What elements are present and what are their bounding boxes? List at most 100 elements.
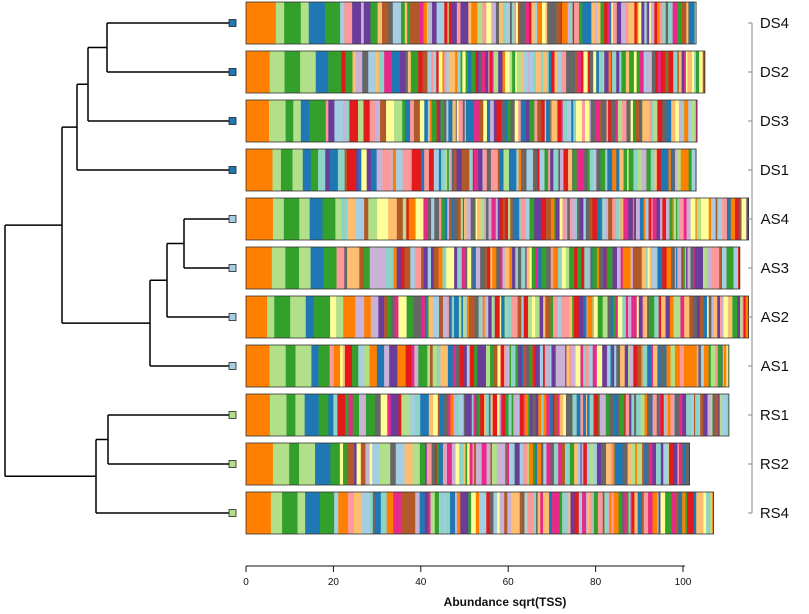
bar-segment — [631, 296, 634, 338]
bar-segment — [645, 198, 649, 240]
bar-segment — [673, 394, 675, 436]
bar-segment — [583, 345, 586, 387]
bar-segment — [686, 2, 689, 44]
bar-segment — [647, 2, 650, 44]
bar-segment — [501, 100, 505, 142]
bar-segment — [660, 51, 664, 93]
bar-segment — [359, 247, 365, 289]
bar-segment — [246, 296, 257, 338]
bar-segment — [440, 2, 445, 44]
bar-segment — [671, 100, 676, 142]
bar-segment — [455, 394, 460, 436]
bar-segment — [490, 492, 494, 534]
bar-segment — [673, 198, 677, 240]
bar-segment — [486, 100, 491, 142]
bar-segment — [349, 100, 353, 142]
bar-segment — [398, 394, 402, 436]
bar-segment — [408, 198, 416, 240]
bar-segment — [609, 394, 615, 436]
bar-segment — [625, 296, 629, 338]
bar-segment — [560, 149, 564, 191]
bar-segment — [463, 2, 469, 44]
bar-segment — [477, 2, 483, 44]
bar-segment — [439, 394, 445, 436]
bar-segment — [337, 394, 346, 436]
bar-segment — [629, 345, 634, 387]
bar-segment — [473, 394, 476, 436]
bar-segment — [594, 100, 600, 142]
bar-segment — [711, 296, 715, 338]
bar-segment — [289, 443, 300, 485]
bar-segment — [717, 296, 721, 338]
bar-segment — [557, 100, 562, 142]
bar-segment — [498, 51, 503, 93]
bar-segment — [455, 492, 458, 534]
bar-segment — [691, 100, 697, 142]
bar-segment — [684, 51, 687, 93]
bar-segment — [396, 198, 404, 240]
bar-segment — [668, 394, 671, 436]
bar-segment — [646, 51, 651, 93]
bar-segment — [667, 492, 672, 534]
bar-segment — [574, 296, 580, 338]
bar-segment — [315, 51, 329, 93]
bar-segment — [491, 296, 494, 338]
bar-segment — [534, 492, 537, 534]
bar-segment — [460, 492, 464, 534]
bar-segment — [688, 149, 692, 191]
bar-segment — [687, 492, 690, 534]
bar-segment — [676, 247, 678, 289]
bar-segment — [368, 198, 378, 240]
bar-segment — [624, 492, 628, 534]
bar-segment — [465, 149, 470, 191]
bar-segment — [509, 345, 512, 387]
bar-segment — [550, 100, 553, 142]
bar-segment — [512, 198, 518, 240]
bar-segment — [504, 296, 507, 338]
bar-segment — [300, 51, 317, 93]
bar-segment — [493, 492, 498, 534]
bar-segment — [566, 345, 570, 387]
bar-segment — [419, 443, 426, 485]
bar-segment — [649, 2, 652, 44]
bar-segment — [479, 443, 482, 485]
bar-segment — [478, 51, 483, 93]
bar-segment — [463, 296, 466, 338]
x-tick-label: 0 — [243, 577, 249, 588]
bar-segment — [432, 296, 437, 338]
bar-AS4 — [245, 197, 749, 241]
bar-segment — [486, 443, 491, 485]
bar-segment — [614, 443, 619, 485]
bar-segment — [329, 345, 334, 387]
bar-segment — [461, 247, 467, 289]
bar-segment — [284, 2, 302, 44]
bar-segment — [647, 345, 652, 387]
bar-segment — [534, 198, 539, 240]
bar-segment — [463, 443, 466, 485]
bar-segment — [428, 492, 431, 534]
bar-segment — [537, 198, 542, 240]
bar-segment — [555, 492, 560, 534]
bar-segment — [359, 296, 365, 338]
bar-DS1 — [245, 148, 697, 192]
bar-segment — [342, 100, 347, 142]
bar-segment — [378, 296, 385, 338]
bar-segment — [615, 100, 619, 142]
bar-segment — [418, 2, 424, 44]
bar-AS3 — [245, 246, 741, 290]
bar-segment — [361, 2, 365, 44]
bar-segment — [454, 198, 459, 240]
bar-segment — [574, 492, 580, 534]
bar-segment — [682, 492, 686, 534]
bar-segment — [624, 345, 629, 387]
bar-segment — [328, 51, 342, 93]
bar-segment — [448, 394, 451, 436]
bar-segment — [491, 51, 494, 93]
bar-segment — [606, 345, 609, 387]
bar-segment — [364, 198, 369, 240]
bar-segment — [653, 100, 658, 142]
bar-segment — [483, 149, 488, 191]
bar-segment — [569, 198, 573, 240]
bar-segment — [692, 296, 697, 338]
bar-segment — [490, 100, 495, 142]
